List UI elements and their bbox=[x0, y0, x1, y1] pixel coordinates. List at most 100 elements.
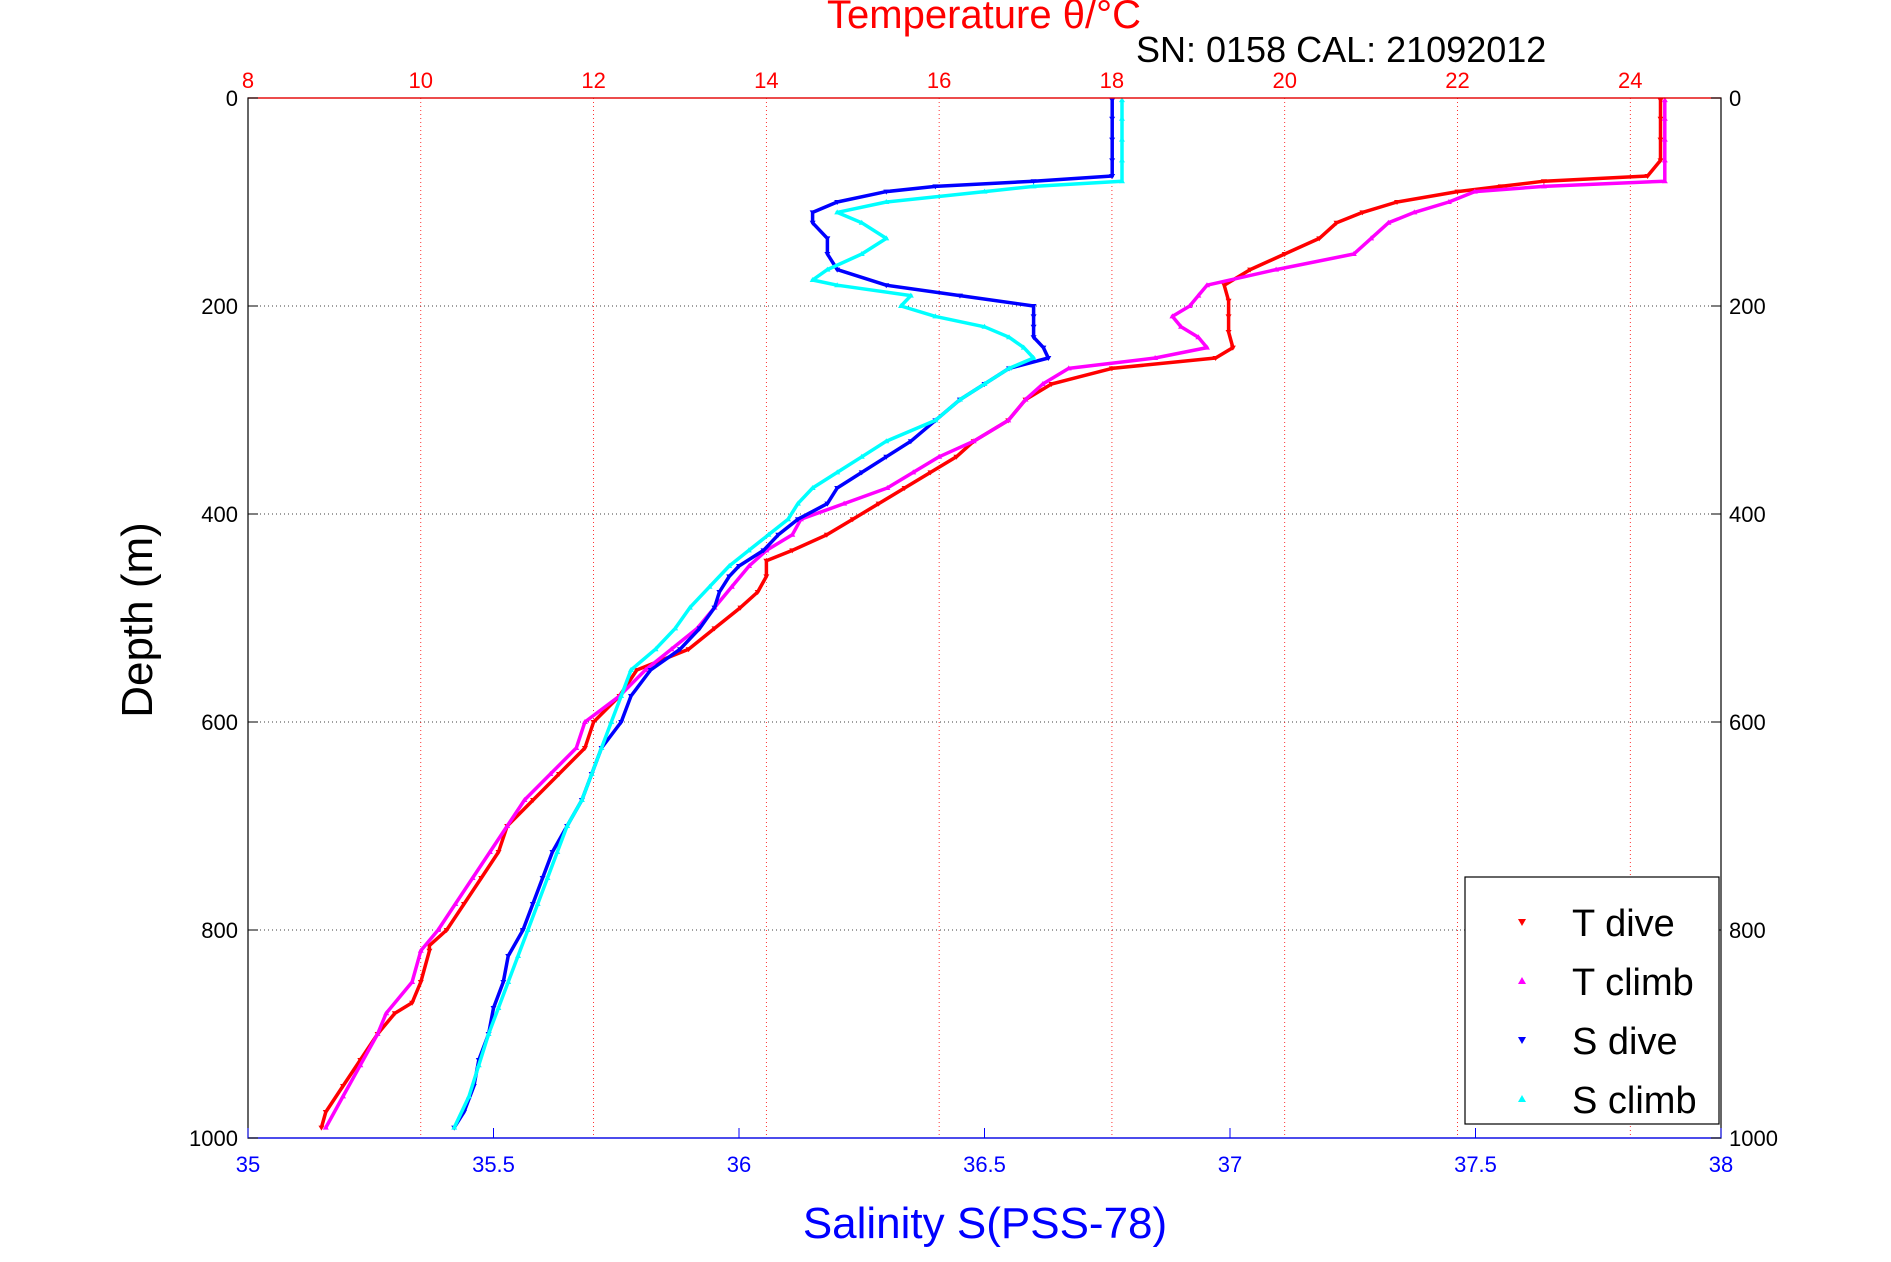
salinity-tick-label: 36.5 bbox=[963, 1152, 1006, 1177]
data-point bbox=[1178, 323, 1185, 329]
temperature-tick-label: 22 bbox=[1445, 68, 1469, 93]
data-point bbox=[556, 772, 563, 777]
depth-tick-label-right: 0 bbox=[1729, 86, 1741, 111]
data-point bbox=[1661, 97, 1668, 103]
data-point bbox=[1368, 235, 1375, 241]
data-point bbox=[1359, 210, 1366, 216]
data-point bbox=[417, 947, 424, 953]
data-point bbox=[1385, 219, 1392, 225]
data-point bbox=[737, 605, 744, 611]
data-point bbox=[1454, 189, 1461, 195]
data-point bbox=[451, 1124, 458, 1130]
data-point bbox=[357, 1062, 364, 1068]
salinity-tick-label: 35 bbox=[236, 1152, 260, 1177]
data-point bbox=[1030, 355, 1037, 360]
data-point bbox=[1195, 292, 1202, 298]
data-point bbox=[588, 771, 595, 776]
legend-label: S climb bbox=[1572, 1080, 1697, 1122]
depth-tick-label-left: 600 bbox=[201, 710, 238, 735]
data-point bbox=[547, 771, 554, 776]
data-point bbox=[898, 303, 905, 308]
data-point bbox=[910, 469, 917, 475]
data-point bbox=[515, 953, 522, 958]
data-point bbox=[956, 396, 963, 402]
data-point bbox=[529, 902, 536, 907]
data-point bbox=[849, 517, 856, 523]
data-point bbox=[642, 667, 649, 672]
data-point bbox=[1118, 115, 1125, 121]
data-point bbox=[858, 470, 865, 476]
data-point bbox=[789, 531, 796, 537]
data-point bbox=[1497, 184, 1504, 190]
data-point bbox=[1169, 313, 1176, 319]
data-point bbox=[953, 454, 960, 460]
data-point bbox=[1109, 116, 1116, 122]
data-point bbox=[686, 604, 693, 610]
data-point bbox=[534, 901, 541, 906]
data-point bbox=[524, 927, 531, 932]
data-point bbox=[711, 626, 718, 632]
data-point bbox=[409, 1000, 416, 1006]
data-point bbox=[1118, 157, 1125, 163]
depth-tick-label-left: 200 bbox=[201, 294, 238, 319]
data-point bbox=[1109, 137, 1116, 143]
data-point bbox=[465, 1093, 472, 1099]
data-point bbox=[884, 485, 891, 490]
data-point bbox=[746, 563, 753, 568]
legend-label: T dive bbox=[1572, 903, 1675, 945]
temperature-tick-label: 18 bbox=[1100, 68, 1124, 93]
data-point bbox=[685, 647, 692, 653]
depth-tick-label-left: 1000 bbox=[189, 1126, 238, 1151]
data-point bbox=[1109, 174, 1116, 179]
data-point bbox=[809, 220, 816, 226]
data-point bbox=[521, 797, 528, 802]
depth-tick-label-right: 200 bbox=[1729, 294, 1766, 319]
data-point bbox=[981, 188, 988, 194]
data-point bbox=[627, 694, 634, 699]
data-point bbox=[763, 574, 770, 580]
data-point bbox=[1030, 304, 1037, 309]
data-point bbox=[672, 625, 679, 631]
depth-tick-label-right: 400 bbox=[1729, 502, 1766, 527]
temperature-tick-label: 8 bbox=[242, 68, 254, 93]
data-point bbox=[1030, 324, 1037, 330]
data-point bbox=[504, 823, 511, 828]
grid-lines bbox=[248, 98, 1721, 1138]
salinity-tick-label: 35.5 bbox=[472, 1152, 515, 1177]
data-point bbox=[1445, 199, 1452, 204]
data-point bbox=[1005, 417, 1012, 423]
legend-marker bbox=[1518, 977, 1526, 984]
data-point bbox=[495, 1005, 502, 1010]
data-point bbox=[539, 876, 546, 881]
data-point bbox=[1152, 355, 1159, 360]
data-point bbox=[834, 469, 841, 475]
data-point bbox=[318, 1125, 325, 1131]
salinity-tick-label: 38 bbox=[1709, 1152, 1733, 1177]
data-point bbox=[490, 1006, 497, 1011]
data-point bbox=[1661, 115, 1668, 121]
legend-box bbox=[1464, 876, 1720, 1125]
data-point bbox=[590, 720, 597, 725]
data-point bbox=[322, 1110, 329, 1115]
data-point bbox=[627, 667, 634, 672]
data-point bbox=[1350, 251, 1357, 256]
data-point bbox=[765, 531, 772, 537]
data-point bbox=[1229, 345, 1236, 351]
legend: T dive T climb S dive S climb bbox=[1464, 876, 1720, 1125]
data-point bbox=[883, 189, 890, 195]
data-point bbox=[1203, 282, 1210, 288]
data-point bbox=[834, 486, 841, 491]
salinity-tick-label: 37 bbox=[1218, 1152, 1242, 1177]
data-point bbox=[1540, 183, 1547, 189]
data-point bbox=[554, 849, 561, 854]
data-point bbox=[1020, 344, 1027, 350]
data-point bbox=[1118, 136, 1125, 142]
data-point bbox=[1661, 157, 1668, 163]
data-point bbox=[383, 1010, 390, 1016]
temperature-tick-label: 16 bbox=[927, 68, 951, 93]
data-point bbox=[340, 1093, 347, 1099]
data-point bbox=[469, 875, 476, 880]
data-point bbox=[519, 928, 526, 933]
data-point bbox=[1203, 344, 1210, 350]
data-point bbox=[858, 251, 865, 256]
